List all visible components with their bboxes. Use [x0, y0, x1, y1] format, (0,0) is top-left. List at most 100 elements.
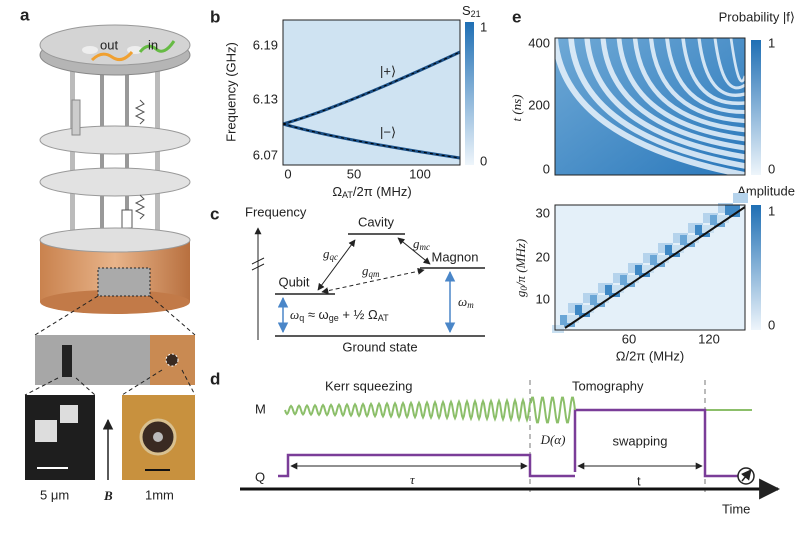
field-label: B — [103, 488, 113, 503]
fringes — [555, 38, 745, 175]
y-tick-label: 6.19 — [253, 37, 278, 52]
zoom-line — [34, 295, 99, 336]
x-tick-label: 100 — [409, 166, 431, 181]
coupling — [397, 237, 431, 265]
fringe — [616, 38, 745, 142]
colorbar-tick: 1 — [768, 35, 775, 50]
time-label: Time — [722, 501, 750, 516]
x-tick-label: 50 — [347, 166, 361, 181]
cavity-box — [97, 267, 151, 297]
level-label: Magnon — [432, 249, 479, 264]
cell — [567, 315, 579, 323]
cell — [672, 245, 684, 253]
stage-label: Tomography — [572, 378, 644, 393]
colorbar-label: Probability |f⟩ — [719, 9, 795, 24]
y-tick-label: 400 — [528, 35, 550, 50]
panel-a: a out in 5 μm B 1mm — [20, 5, 196, 503]
cell — [642, 265, 654, 273]
resistor — [134, 99, 146, 125]
cell — [552, 325, 564, 333]
y-tick-label: 0 — [543, 161, 550, 176]
plot-frame — [554, 37, 746, 176]
duration-label: t — [637, 473, 641, 488]
colorbar-tick: 0 — [480, 153, 487, 168]
y-tick-label: 200 — [528, 97, 550, 112]
label-out: out — [100, 37, 118, 52]
y-tick-label: 30 — [536, 205, 550, 220]
colorbar — [465, 22, 474, 165]
zoom-line — [181, 369, 196, 396]
fringe — [648, 38, 745, 124]
fringe — [729, 38, 745, 83]
colorbar — [751, 40, 761, 175]
cell — [687, 235, 699, 243]
level-label: Ground state — [342, 339, 417, 354]
fringe — [632, 38, 745, 133]
formula: ωq ≈ ωge + ½ ΩAT — [290, 307, 389, 323]
cell — [597, 295, 609, 303]
coupling-label: gqm — [362, 263, 380, 279]
shield-bottom — [40, 290, 190, 314]
sphere — [165, 353, 179, 367]
meter-needle — [740, 469, 752, 482]
scale-label: 5 μm — [40, 487, 69, 502]
cell — [702, 225, 714, 233]
rod — [100, 70, 104, 240]
zoom-line — [24, 377, 59, 396]
x-axis-label: ΩAT/2π (MHz) — [332, 184, 411, 200]
signal-out — [90, 51, 134, 62]
zoom-line — [75, 377, 96, 396]
panel-e: e Probability |f⟩ 400 200 0 t (ns) 1 0 A… — [509, 7, 795, 363]
cell — [657, 255, 669, 263]
y-axis-label: g0/π (MHz) — [513, 239, 529, 297]
colorbar-tick: 0 — [768, 317, 775, 332]
annotation: |−⟩ — [380, 124, 396, 139]
line-label: Q — [255, 469, 265, 484]
qubit-pulse — [278, 453, 575, 478]
qubit — [62, 345, 72, 377]
zoom-line — [149, 295, 196, 336]
level-label: Cavity — [358, 214, 395, 229]
cell — [627, 275, 639, 283]
cell — [582, 305, 594, 313]
colorbar-tick: 1 — [768, 203, 775, 218]
plate — [39, 125, 191, 155]
x-tick-label: 60 — [622, 331, 636, 346]
pad — [35, 420, 57, 442]
chip — [35, 335, 150, 385]
y-axis-label: Frequency (GHz) — [223, 42, 238, 142]
m-drive — [284, 396, 576, 424]
plate — [39, 167, 191, 197]
signal-in — [138, 40, 176, 53]
scale-label: 1mm — [145, 487, 174, 502]
panel-c: c Frequency Cavity Qubit Magnon Ground s… — [210, 204, 485, 354]
heatmap-cells — [552, 193, 748, 333]
rod — [125, 70, 129, 240]
stage-label: swapping — [613, 433, 668, 448]
coupling — [321, 267, 425, 295]
y-axis-label: t (ns) — [509, 94, 524, 121]
annotation: |+⟩ — [380, 63, 396, 78]
panel-label: b — [210, 7, 220, 26]
shield-top — [39, 227, 191, 253]
plot-frame — [282, 19, 461, 166]
x-axis-label: Ω/2π (MHz) — [616, 348, 685, 363]
panel-d: d Kerr squeezing Tomography M Q τ t swap… — [210, 369, 781, 516]
fit — [282, 51, 461, 159]
line-label: M — [255, 401, 266, 416]
label-in: in — [148, 37, 158, 52]
component — [71, 99, 81, 136]
fringe — [681, 38, 745, 106]
circulator — [121, 209, 133, 229]
coupling-label: gmc — [413, 236, 430, 252]
resistor — [134, 194, 146, 220]
sphere-core — [153, 432, 163, 442]
colorbar-label: S21 — [462, 3, 481, 19]
coupling-label: gqc — [323, 246, 338, 262]
y-tick-label: 20 — [536, 249, 550, 264]
duration-label: τ — [410, 472, 416, 487]
colorbar-tick: 0 — [768, 161, 775, 176]
fringe — [568, 38, 745, 169]
colorbar — [751, 205, 761, 330]
